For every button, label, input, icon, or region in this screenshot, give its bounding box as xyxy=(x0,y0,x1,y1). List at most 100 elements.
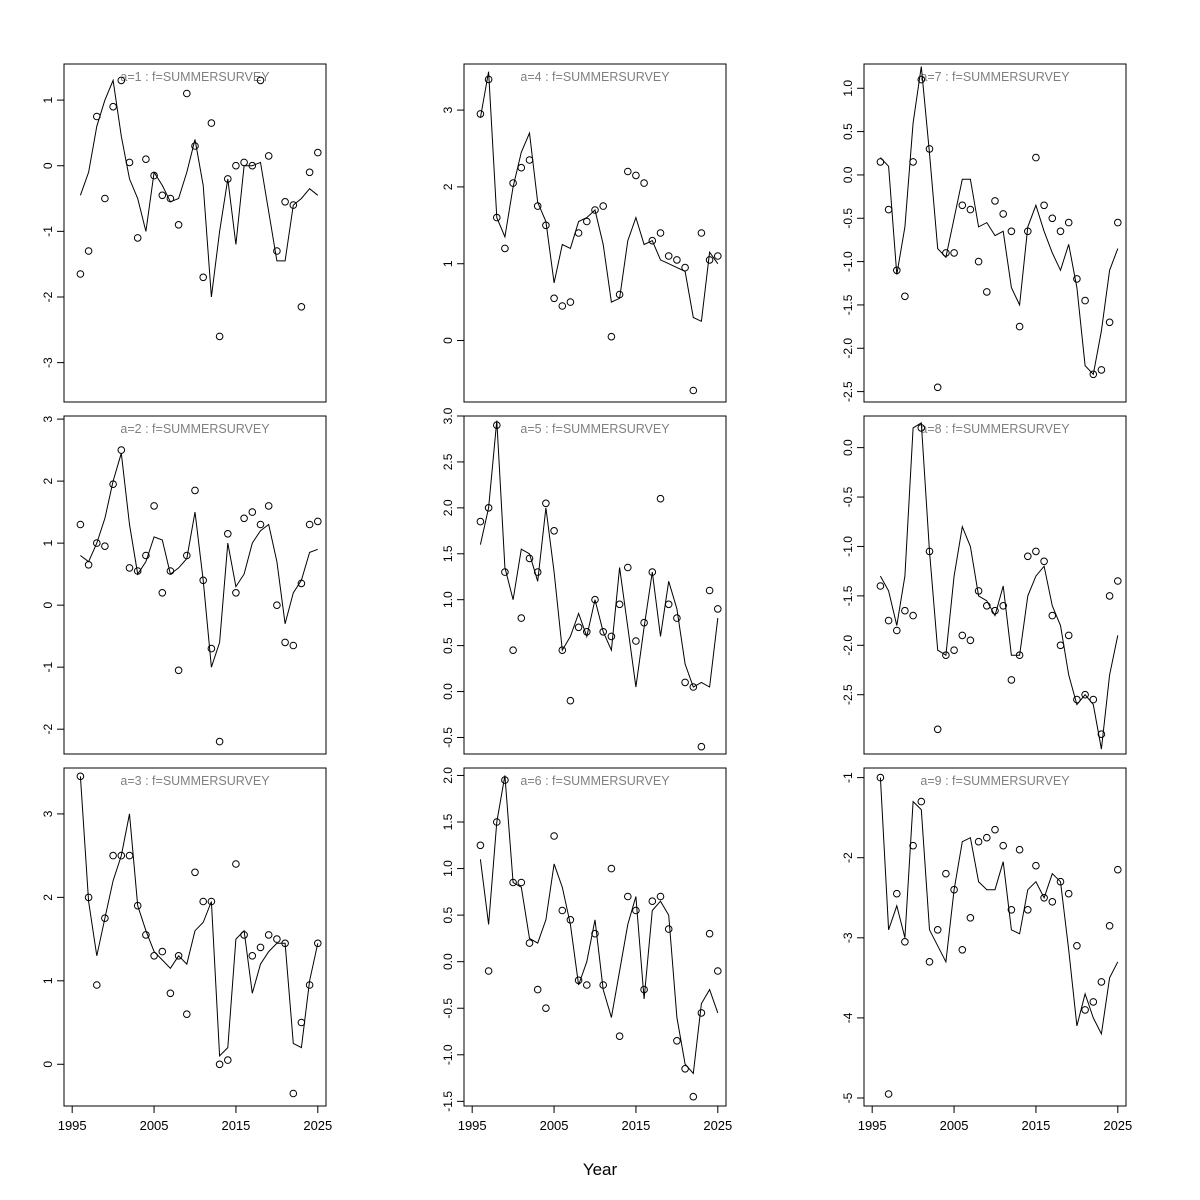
panel-a3: a=3 : f=SUMMERSURVEY 0 1 2 3 1995 2005 2015 2025 xyxy=(41,767,332,1133)
observed-point xyxy=(1097,978,1106,986)
observed-point xyxy=(281,638,289,647)
panel-title: a=3 : f=SUMMERSURVEY xyxy=(120,774,270,788)
observed-point xyxy=(1089,370,1098,379)
observed-point xyxy=(673,614,681,622)
observed-point xyxy=(566,916,575,924)
y-tick-label: 2 xyxy=(41,894,55,901)
observed-point xyxy=(297,579,306,588)
plot-box xyxy=(463,415,727,755)
observed-point xyxy=(673,1037,681,1045)
observed-point xyxy=(215,1060,224,1069)
observed-point xyxy=(264,152,273,160)
fitted-line xyxy=(79,78,319,298)
observed-point xyxy=(525,939,534,947)
observed-point xyxy=(664,252,673,260)
observed-point xyxy=(1015,845,1024,854)
panel-title: a=5 : f=SUMMERSURVEY xyxy=(520,422,670,436)
observed-point xyxy=(574,976,583,985)
y-tick-label: -2.5 xyxy=(841,684,855,705)
y-tick-label: 1 xyxy=(441,260,455,267)
observed-point xyxy=(1048,898,1057,906)
observed-point xyxy=(93,112,101,121)
observed-point xyxy=(583,217,591,226)
observed-point xyxy=(517,878,526,887)
observed-point xyxy=(950,249,958,257)
observed-point xyxy=(281,939,289,948)
observed-point xyxy=(84,247,93,255)
observed-point xyxy=(681,1065,689,1073)
observed-point xyxy=(1089,695,1098,704)
observed-point xyxy=(689,386,698,395)
observed-point xyxy=(648,568,657,576)
observed-point xyxy=(281,198,289,206)
y-tick-label: -2 xyxy=(41,724,55,735)
observed-point xyxy=(574,623,583,632)
observed-point xyxy=(705,586,714,595)
observed-point xyxy=(183,89,191,98)
observed-point xyxy=(501,244,509,253)
y-tick-label: 2.0 xyxy=(441,767,455,784)
observed-point xyxy=(714,967,722,975)
panel-a2: a=2 : f=SUMMERSURVEY -2 -1 0 1 2 3 xyxy=(41,415,327,755)
observed-point xyxy=(673,256,681,264)
observed-point xyxy=(1007,906,1016,914)
observed-point xyxy=(501,776,509,784)
observed-point xyxy=(991,606,999,615)
observed-point xyxy=(174,952,183,960)
observed-point xyxy=(1064,218,1073,227)
observed-point xyxy=(876,158,885,166)
observed-point xyxy=(84,561,93,569)
observed-point xyxy=(101,194,109,203)
observed-point xyxy=(958,201,967,210)
fitted-line xyxy=(879,422,1119,750)
panel-a8: a=8 : f=SUMMERSURVEY -2.5 -2.0 -1.5 -1.0 -0.5… xyxy=(841,415,1127,755)
panel-a1: a=1 : f=SUMMERSURVEY -3 -2 -1 0 1 xyxy=(41,63,327,403)
observed-point xyxy=(607,864,616,873)
plot-box xyxy=(463,63,727,403)
observed-point xyxy=(248,952,257,960)
observed-point xyxy=(133,234,142,242)
y-tick-label: 3 xyxy=(41,810,55,817)
y-tick-label: -2 xyxy=(41,291,55,302)
observed-point xyxy=(501,568,509,576)
panel-a9: a=9 : f=SUMMERSURVEY -5 -4 -3 -2 -1 1995 2005 20… xyxy=(841,767,1132,1133)
x-tick-label: 2005 xyxy=(540,1118,569,1133)
observed-point xyxy=(640,985,648,994)
observed-point xyxy=(615,600,624,609)
observed-point xyxy=(1032,861,1040,870)
observed-point xyxy=(942,651,950,659)
observed-point xyxy=(933,926,942,934)
panel-title: a=1 : f=SUMMERSURVEY xyxy=(120,70,270,84)
observed-point xyxy=(558,906,567,915)
observed-point xyxy=(232,860,240,868)
observed-point xyxy=(1015,322,1024,331)
fitted-line xyxy=(479,775,719,1075)
observed-point xyxy=(689,1092,698,1101)
observed-point xyxy=(656,494,665,503)
observed-point xyxy=(305,520,314,529)
observed-point xyxy=(166,194,175,203)
observed-point xyxy=(1032,153,1040,162)
x-tick-label: 1995 xyxy=(58,1118,87,1133)
observed-point xyxy=(207,897,216,906)
observed-point xyxy=(158,589,167,597)
observed-point xyxy=(983,833,991,842)
observed-point xyxy=(1081,690,1089,699)
x-tick-label: 2005 xyxy=(940,1118,969,1133)
observed-point xyxy=(517,163,526,172)
observed-point xyxy=(1114,218,1122,227)
observed-point xyxy=(199,897,207,906)
observed-point xyxy=(150,952,158,960)
observed-point xyxy=(273,247,281,255)
y-tick-label: -1 xyxy=(41,226,55,237)
observed-point xyxy=(697,1009,706,1017)
y-tick-label: -5 xyxy=(841,1092,855,1103)
y-tick-label: -1.5 xyxy=(841,294,855,315)
observed-point xyxy=(999,210,1007,218)
observed-point xyxy=(133,567,142,575)
plot-box xyxy=(863,63,1127,403)
panel-title: a=9 : f=SUMMERSURVEY xyxy=(920,774,1070,788)
observed-point xyxy=(705,929,714,938)
observed-point xyxy=(599,202,607,210)
observed-point xyxy=(125,851,134,860)
